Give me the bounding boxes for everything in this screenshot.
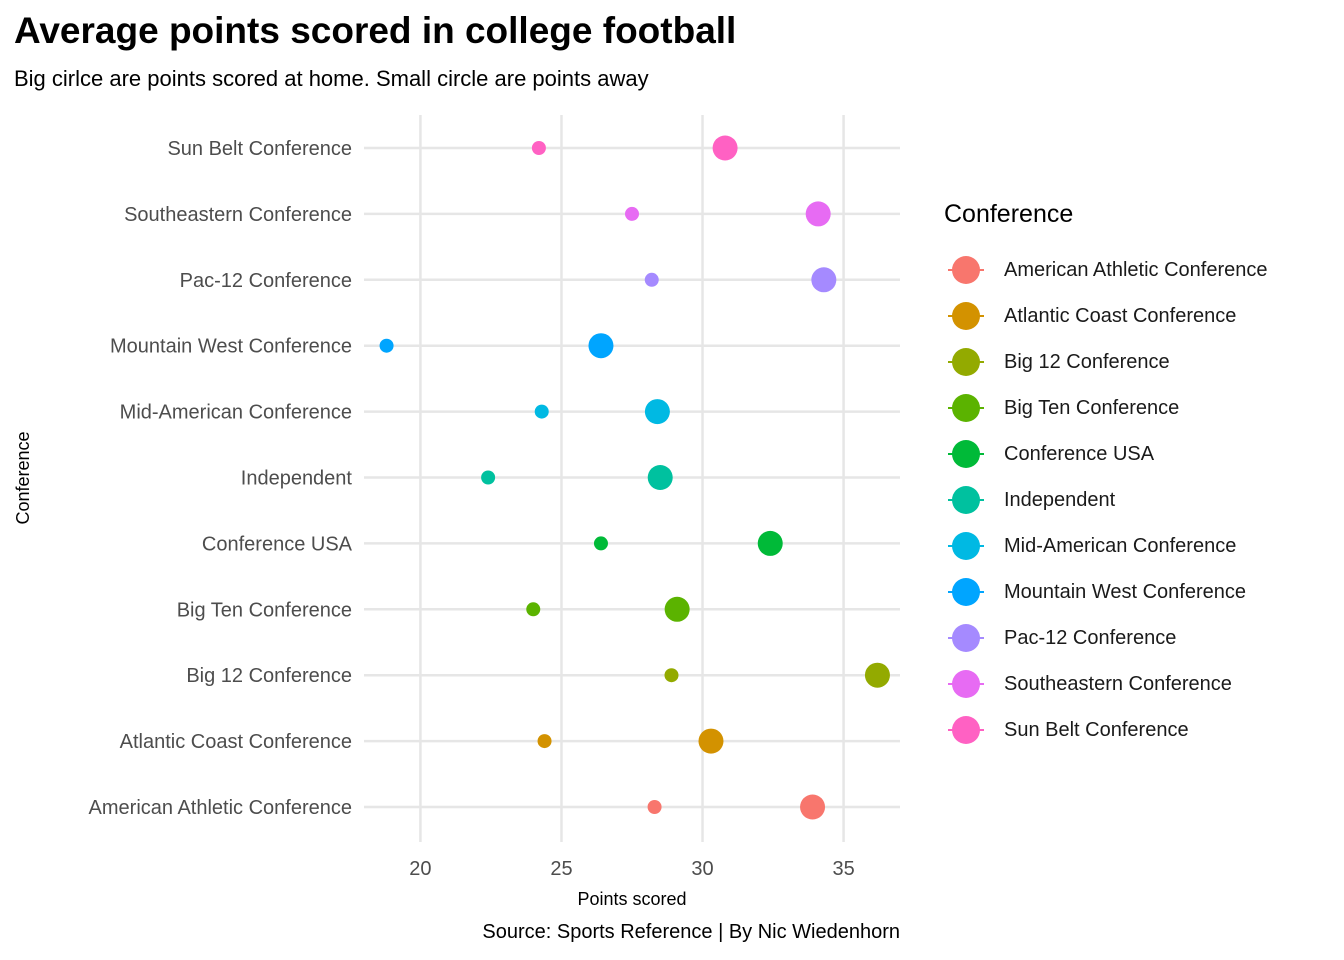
home-point [698,728,724,754]
away-point [644,272,659,287]
home-point [811,267,837,293]
chart-caption: Source: Sports Reference | By Nic Wieden… [482,921,900,943]
legend-label: Sun Belt Conference [1004,718,1189,741]
chart-subtitle: Big cirlce are points scored at home. Sm… [14,66,649,91]
legend-label: Big Ten Conference [1004,396,1180,419]
legend-key-dot [952,624,980,652]
legend: Conference American Athletic Conference A… [944,200,1267,753]
x-tick-label: 20 [409,858,431,880]
away-point [481,470,496,485]
y-tick-label: Independent [241,468,353,490]
away-point [537,734,552,749]
legend-key-dot [952,302,980,330]
legend-key-dot [952,486,980,514]
x-tick-label: 30 [691,858,713,880]
away-point [593,536,608,551]
legend-label: Independent [1004,488,1116,511]
y-axis-title: Conference [13,431,33,524]
legend-title: Conference [944,200,1074,228]
y-tick-label: Pac-12 Conference [180,270,352,292]
legend-key [944,385,988,431]
legend-item: Sun Belt Conference [944,707,1267,753]
x-axis-title: Points scored [577,889,686,909]
legend-key [944,339,988,385]
home-point [712,135,738,161]
legend-key-dot [952,256,980,284]
legend-key [944,523,988,569]
home-point [757,530,783,556]
legend-key-dot [952,394,980,422]
y-tick-label: Big 12 Conference [186,665,352,687]
legend-item: Southeastern Conference [944,661,1267,707]
home-point [588,333,614,359]
legend-label: Big 12 Conference [1004,350,1170,373]
legend-key-dot [952,670,980,698]
y-tick-label: Sun Belt Conference [167,138,352,160]
legend-label: Conference USA [1004,442,1155,465]
legend-label: Southeastern Conference [1004,672,1232,695]
away-point [647,800,662,814]
legend-item: Conference USA [944,431,1267,477]
legend-item: Mid-American Conference [944,523,1267,569]
legend-item: Independent [944,477,1267,523]
chart-title: Average points scored in college footbal… [14,10,737,51]
y-tick-label: Southeastern Conference [124,204,352,226]
home-point [864,662,890,688]
legend-item: Pac-12 Conference [944,615,1267,661]
legend-key [944,431,988,477]
legend-label: Atlantic Coast Conference [1004,304,1237,327]
legend-label: American Athletic Conference [1004,258,1268,281]
away-point [531,141,546,155]
y-tick-label: Atlantic Coast Conference [120,731,352,753]
y-tick-label: Conference USA [202,533,353,555]
legend-item: Big Ten Conference [944,385,1267,431]
legend-key [944,707,988,753]
legend-items: American Athletic Conference Atlantic Coa… [944,247,1267,753]
legend-item: American Athletic Conference [944,247,1267,293]
x-tick-label: 35 [832,858,854,880]
legend-label: Mid-American Conference [1004,534,1237,557]
away-point [379,338,394,353]
legend-key [944,615,988,661]
legend-key [944,569,988,615]
away-point [625,206,639,221]
legend-key-dot [952,532,980,560]
home-point [644,399,670,425]
y-tick-label: Mid-American Conference [120,402,352,424]
legend-label: Pac-12 Conference [1004,626,1177,649]
legend-item: Atlantic Coast Conference [944,293,1267,339]
home-point [805,201,831,227]
legend-key [944,293,988,339]
away-point [534,404,549,419]
legend-key-dot [952,716,980,744]
home-point [664,596,690,622]
y-tick-label: Mountain West Conference [110,336,352,358]
y-tick-label: Big Ten Conference [177,599,352,621]
away-point [664,668,679,683]
x-tick-label: 25 [550,858,572,880]
legend-key [944,661,988,707]
home-point [647,465,673,490]
legend-key-dot [952,348,980,376]
legend-item: Big 12 Conference [944,339,1267,385]
legend-key [944,247,988,293]
legend-key-dot [952,440,980,468]
legend-key [944,477,988,523]
away-point [526,602,541,617]
legend-label: Mountain West Conference [1004,580,1246,603]
legend-key-dot [952,578,980,606]
y-tick-label: American Athletic Conference [89,797,352,819]
home-point [800,794,826,820]
legend-item: Mountain West Conference [944,569,1267,615]
